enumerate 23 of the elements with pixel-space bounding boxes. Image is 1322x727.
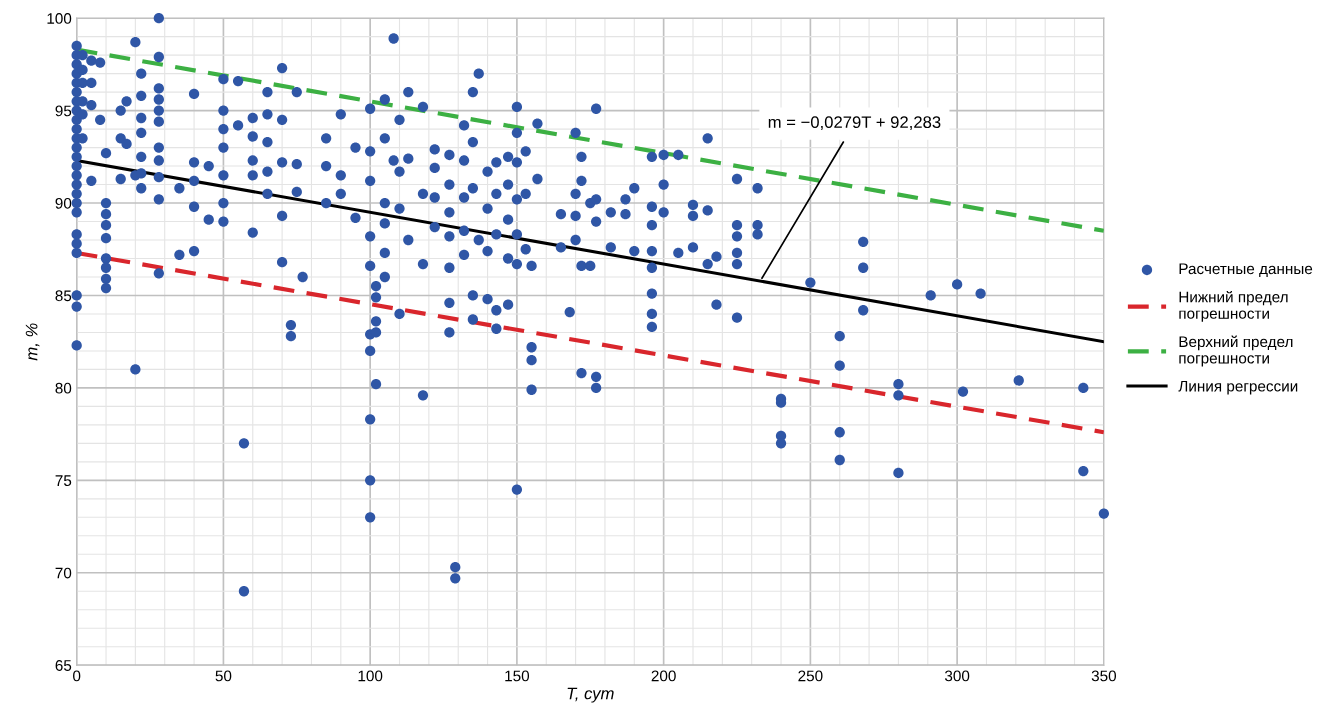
legend-label: Верхний предел погрешности (1179, 335, 1293, 367)
x-tick-label: 200 (651, 670, 676, 682)
y-tick-label: 90 (55, 197, 72, 209)
annotation: m = −0,0279T + 92,283 (768, 116, 941, 130)
x-tick-label: 150 (505, 670, 530, 682)
y-tick-label: 100 (47, 13, 72, 24)
x-tick-label: 300 (944, 670, 970, 682)
y-tick-label: 85 (55, 290, 72, 302)
x-tick-label: 100 (358, 670, 383, 682)
legend-label: Расчетные данные (1179, 263, 1313, 278)
x-tick-label: 0 (73, 670, 81, 682)
x-tick-label: 50 (215, 670, 232, 682)
y-tick-label: 75 (55, 475, 72, 487)
x-axis-title: T, сут (567, 687, 614, 703)
legend-label: Нижний предел погрешности (1179, 290, 1288, 322)
x-tick-label: 350 (1091, 670, 1117, 682)
y-tick-label: 95 (55, 105, 72, 117)
legend-label: Линия регрессии (1178, 380, 1298, 395)
y-tick-label: 80 (55, 382, 72, 394)
y-tick-label: 65 (55, 660, 72, 671)
y-axis-title: m, % (25, 323, 40, 361)
y-tick-label: 70 (55, 567, 72, 579)
x-tick-label: 250 (798, 670, 823, 682)
